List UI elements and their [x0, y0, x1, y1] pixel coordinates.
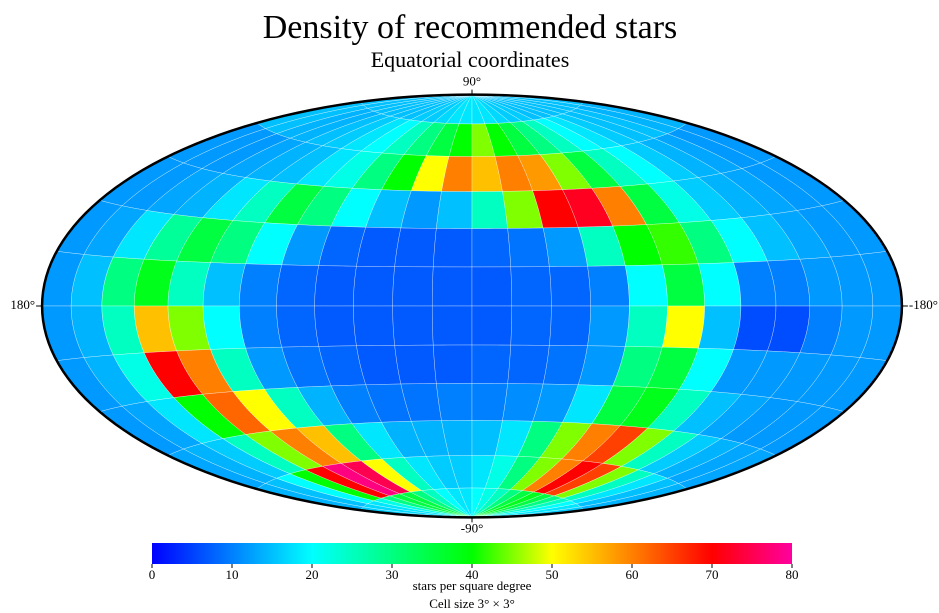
sky-cell [353, 266, 395, 307]
sky-cell [276, 305, 319, 348]
sky-cell [436, 383, 473, 421]
chart-subtitle: Equatorial coordinates [371, 47, 570, 72]
sky-cell [471, 383, 508, 421]
sky-cell [471, 305, 512, 346]
colorbar-tick-label: 20 [306, 567, 319, 582]
y-tick-label: 90° [463, 74, 481, 89]
sky-cell [471, 266, 512, 307]
sky-cell [625, 305, 668, 348]
colorbar-tick-label: 10 [226, 567, 239, 582]
x-tick-label: 180° [10, 297, 35, 312]
sky-cells [41, 94, 903, 518]
sky-cell [314, 265, 357, 307]
sky-cell [202, 262, 246, 307]
sky-cell [507, 344, 550, 385]
sky-cell [394, 227, 437, 268]
sky-cell [698, 262, 742, 307]
sky-cell [392, 305, 434, 346]
map-outline [40, 93, 904, 519]
colorbar-tick-label: 50 [546, 567, 559, 582]
colorbar-tick-label: 70 [706, 567, 719, 582]
sky-cell [510, 266, 552, 307]
sky-cell [276, 264, 319, 307]
colorbar-tick-label: 80 [786, 567, 799, 582]
sky-cell [698, 305, 742, 350]
sky-cell [436, 191, 473, 229]
chart-title: Density of recommended stars [263, 9, 678, 46]
colorbar [152, 543, 792, 564]
sky-cell [314, 305, 357, 347]
sky-cell [549, 305, 591, 346]
sky-cell [202, 305, 246, 350]
sky-cell [432, 305, 473, 346]
sky-cell [433, 228, 473, 268]
colorbar-tick-label: 60 [626, 567, 639, 582]
colorbar-tick-label: 0 [149, 567, 156, 582]
sky-cell [662, 305, 705, 349]
colorbar-label: stars per square degree [413, 578, 532, 593]
sky-cell [625, 264, 668, 307]
sky-cell [353, 305, 395, 346]
sky-cell [392, 266, 434, 307]
sky-cell [394, 344, 437, 385]
sky-cell [587, 305, 630, 347]
colorbar-tick-label: 30 [386, 567, 399, 582]
sky-cell [433, 344, 473, 384]
sky-cell [507, 227, 550, 268]
sky-cell [432, 266, 473, 307]
sky-cell [549, 266, 591, 307]
sky-cell [239, 305, 282, 349]
sky-cell [239, 263, 282, 307]
colorbar-tick-label: 40 [466, 567, 479, 582]
sky-cell [471, 228, 511, 268]
sky-cell [471, 344, 511, 384]
note: Cell size 3° × 3° [429, 596, 515, 611]
sky-cell [510, 305, 552, 346]
sky-cell [471, 191, 508, 229]
y-tick-label: -90° [461, 520, 484, 535]
sky-cell [662, 263, 705, 307]
x-tick-label: -180° [909, 297, 938, 312]
sky-cell [587, 265, 630, 307]
